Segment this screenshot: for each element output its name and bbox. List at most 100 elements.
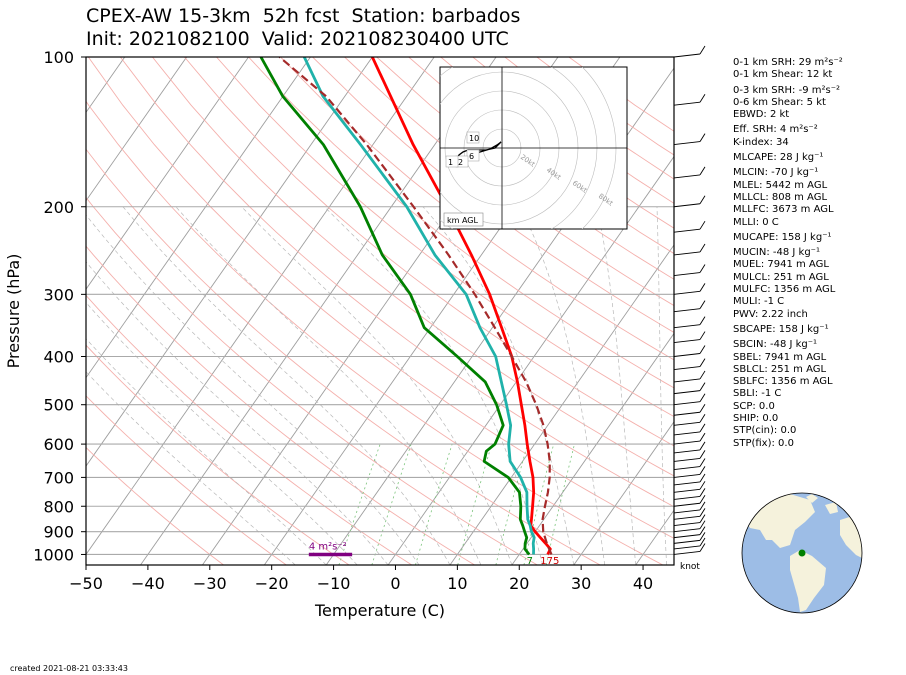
index-line: STP(fix): 0.0 (733, 437, 794, 449)
mixing-ratio-line (523, 443, 555, 565)
wind-barb (673, 501, 706, 514)
isotherm-line (86, 57, 188, 202)
moist-adiabat (86, 301, 358, 565)
index-line: SBEL: 7941 m AGL (733, 351, 827, 363)
moist-adiabat (324, 206, 544, 565)
index-line: MLCIN: -70 J kg⁻¹ (733, 167, 819, 179)
plot-frame (85, 56, 675, 566)
effective-srh-label: 4 m²s⁻² (309, 541, 347, 552)
index-line: 0-1 km Shear: 12 kt (733, 69, 833, 81)
moist-adiabat (86, 261, 389, 565)
x-tick-label: −40 (131, 574, 165, 593)
wind-barb (673, 45, 706, 58)
dry-adiabat (216, 57, 674, 418)
isotherm-line (0, 57, 1, 565)
index-line: 0-3 km SRH: -9 m²s⁻² (733, 84, 840, 96)
hodograph-trace (455, 141, 502, 161)
dry-adiabat (86, 446, 224, 565)
wind-barb (673, 404, 706, 416)
index-line: SCP: 0.0 (733, 400, 775, 412)
y-tick-label: 500 (43, 396, 74, 415)
sounding-indices-list: 0-1 km SRH: 29 m²s⁻² 0-1 km Shear: 12 kt 0… (733, 57, 843, 450)
wind-barb (673, 458, 706, 470)
x-tick-label: 20 (509, 574, 529, 593)
index-line: 0-6 km Shear: 5 kt (733, 96, 826, 108)
index-line: SHIP: 0.0 (733, 413, 779, 425)
isotherm-line (387, 155, 674, 565)
index-line: 0-1 km SRH: 29 m²s⁻² (733, 57, 843, 68)
hodograph-corner-label: km AGL (447, 216, 479, 225)
index-line: SBLI: -1 C (733, 388, 782, 400)
wind-barb (673, 488, 706, 500)
moist-adiabat (175, 206, 482, 565)
wind-barb (673, 166, 706, 179)
wind-barb (673, 508, 706, 520)
wind-barb (673, 520, 706, 533)
wind-barb (673, 481, 706, 493)
y-tick-label: 200 (43, 198, 74, 217)
y-tick-label: 100 (43, 48, 74, 67)
sounding-trace (259, 57, 531, 556)
wind-unit-label: knot (680, 562, 700, 572)
wind-barb (673, 441, 706, 454)
moist-adiabat (122, 206, 451, 565)
moist-adiabat (241, 206, 513, 565)
moist-adiabat (656, 206, 667, 565)
mixing-ratio-line (457, 443, 493, 565)
x-axis-label: Temperature (C) (314, 601, 445, 620)
index-line: K-index: 34 (733, 136, 789, 148)
index-line: MLCAPE: 28 J kg⁻¹ (733, 152, 824, 164)
y-tick-label: 300 (43, 285, 74, 304)
isotherm-line (86, 57, 249, 290)
wind-barb (673, 543, 706, 555)
wind-barb (673, 300, 706, 313)
index-line: MULI: -1 C (733, 296, 785, 308)
wind-barb (673, 526, 706, 539)
y-tick-label: 700 (43, 468, 74, 487)
mixing-ratio-line (545, 444, 575, 565)
wind-barb (673, 264, 706, 276)
x-tick-label: −50 (69, 574, 103, 593)
index-line: MUCIN: -48 J kg⁻¹ (733, 247, 820, 259)
moist-adiabat (596, 206, 637, 565)
wind-barb (673, 393, 706, 406)
chart-title-line-2: Init: 2021082100 Valid: 202108230400 UTC (86, 28, 509, 50)
dry-adiabat (86, 100, 664, 565)
index-line: EBWD: 2 kt (733, 109, 790, 121)
station-marker (798, 549, 806, 557)
wind-barb (673, 450, 706, 462)
wind-barb (673, 370, 706, 383)
wind-barb (673, 243, 706, 256)
mixing-ratio-line (495, 443, 528, 565)
wind-barb (673, 432, 706, 445)
dry-adiabat (344, 57, 674, 307)
moist-adiabat (86, 371, 296, 565)
y-tick-label: 400 (43, 348, 74, 367)
y-tick-label: 800 (43, 497, 74, 516)
dry-adiabat (86, 344, 350, 565)
wind-barb (673, 532, 706, 544)
y-axis-label: Pressure (hPa) (4, 254, 23, 369)
index-line: SBLFC: 1356 m AGL (733, 376, 833, 388)
y-tick-label: 1000 (33, 545, 74, 564)
wind-barb (673, 423, 706, 436)
index-line: MLLCL: 808 m AGL (733, 191, 828, 203)
y-tick-label: 600 (43, 435, 74, 454)
dry-adiabat (86, 294, 413, 565)
wind-barb (673, 316, 706, 329)
wind-barb (673, 133, 706, 146)
isotherm-line (86, 57, 373, 467)
moist-adiabat (519, 206, 606, 565)
surface-annotations: 7 175 4 m²s⁻² (308, 541, 559, 567)
dry-adiabat (86, 148, 601, 565)
wind-barb (673, 414, 706, 426)
isotherm-line (511, 332, 674, 565)
dry-adiabat (87, 57, 674, 539)
index-line: SBLCL: 251 m AGL (733, 363, 827, 375)
x-tick-label: −30 (193, 574, 227, 593)
wind-barb (673, 283, 706, 295)
wind-barb (673, 93, 706, 106)
x-tick-label: 40 (633, 574, 653, 593)
y-tick-label: 900 (43, 523, 74, 542)
